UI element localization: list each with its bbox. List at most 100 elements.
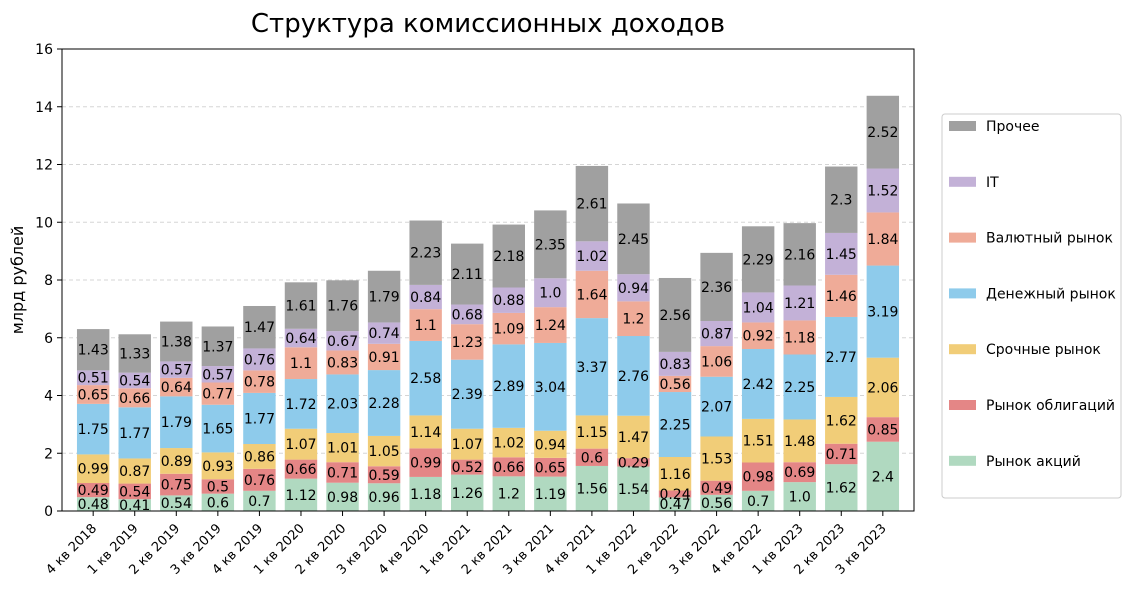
data-label: 2.39 [452, 387, 483, 403]
bar-segment [201, 452, 235, 480]
bar-segment [409, 309, 442, 341]
legend-label: Прочее [986, 119, 1039, 135]
data-label: 0.59 [369, 468, 400, 484]
bar-segment [658, 490, 692, 498]
bar-segment [534, 430, 567, 458]
data-label: 1.47 [618, 430, 649, 446]
bar-segment [700, 252, 733, 322]
data-label: 1.19 [535, 487, 566, 503]
data-label: 0.71 [327, 465, 358, 481]
data-label: 1.12 [285, 488, 316, 504]
data-label: 1.0 [789, 490, 811, 506]
bar-segment [492, 476, 525, 511]
data-label: 1.18 [410, 487, 441, 503]
legend-swatch [949, 344, 976, 355]
bar-segment [617, 458, 650, 467]
bar-value-labels: 0.480.490.991.750.650.511.430.410.540.87… [78, 125, 899, 514]
data-label: 0.5 [207, 479, 229, 495]
data-label: 0.66 [119, 391, 150, 407]
data-label: 3.19 [867, 305, 898, 321]
data-label: 1.65 [202, 422, 233, 438]
y-tick-label: 10 [35, 215, 53, 231]
data-label: 1.53 [701, 452, 732, 468]
bar-segment [76, 329, 110, 371]
data-label: 1.51 [743, 434, 774, 450]
bar-segment [118, 458, 151, 484]
bar-segment [160, 321, 193, 362]
data-label: 0.87 [701, 327, 732, 343]
data-label: 1.07 [452, 437, 483, 453]
data-label: 0.88 [493, 293, 524, 309]
bar-segment [118, 372, 151, 389]
bar-segment [118, 483, 151, 500]
bar-segment [575, 415, 609, 449]
bar-segment [451, 459, 484, 475]
data-label: 2.03 [327, 397, 358, 413]
y-axis: 0 2 4 6 8 10 12 14 16 [35, 42, 62, 520]
data-label: 1.1 [290, 356, 312, 372]
bar-segment [367, 270, 401, 323]
bar-segment [825, 232, 858, 275]
bar-segment [658, 277, 692, 352]
bar-segment [783, 354, 816, 420]
data-label: 2.18 [493, 249, 524, 265]
y-axis-label: млрд рублей [8, 226, 27, 335]
data-label: 0.75 [161, 478, 192, 494]
data-label: 1.1 [415, 318, 437, 334]
bar-segment [617, 203, 650, 275]
data-label: 1.46 [826, 289, 857, 305]
data-label: 1.52 [867, 183, 898, 199]
bar-segment [741, 226, 775, 293]
bar-segment [658, 457, 692, 491]
data-label: 1.45 [826, 247, 857, 263]
bar-segment [534, 307, 567, 343]
bar-segment [284, 347, 318, 380]
bar-segment [201, 366, 235, 383]
data-label: 1.76 [327, 299, 358, 315]
bar-segment [118, 334, 151, 373]
bars [76, 95, 900, 511]
y-tick-label: 8 [44, 273, 53, 289]
bar-segment [160, 473, 193, 496]
bar-segment [326, 374, 359, 434]
data-label: 0.99 [410, 456, 441, 472]
bar-segment [825, 464, 858, 511]
data-label: 2.16 [784, 247, 815, 263]
data-label: 2.35 [535, 237, 566, 253]
y-tick-label: 16 [35, 42, 53, 58]
bar-segment [409, 476, 442, 511]
data-label: 1.84 [867, 232, 898, 248]
bar-segment [201, 404, 235, 453]
bar-segment [326, 280, 359, 332]
data-label: 0.7 [248, 494, 270, 510]
legend-label: IT [986, 175, 999, 191]
bar-segment [492, 287, 525, 313]
bar-segment [825, 396, 858, 444]
data-label: 0.66 [493, 460, 524, 476]
bar-segment [367, 466, 401, 484]
data-label: 1.38 [161, 335, 192, 351]
data-label: 0.83 [659, 357, 690, 373]
bar-segment [409, 284, 442, 310]
bar-segment [326, 482, 359, 511]
data-label: 1.79 [369, 290, 400, 306]
bar-segment [284, 379, 318, 429]
bar-segment [201, 382, 235, 405]
bar-segment [367, 483, 401, 511]
data-label: 0.84 [410, 290, 441, 306]
bar-segment [658, 351, 692, 376]
legend: Прочее IT Валютный рынок Денежный рынок Сроч… [941, 113, 1122, 499]
bar-segment [451, 243, 484, 305]
data-label: 0.56 [659, 377, 690, 393]
bar-segment [160, 361, 193, 378]
data-label: 1.48 [784, 434, 815, 450]
bar-segment [741, 490, 775, 511]
bar-segment [118, 388, 151, 408]
bar-segment [658, 375, 692, 393]
data-label: 0.65 [535, 460, 566, 476]
bar-segment [575, 448, 609, 466]
data-label: 2.29 [743, 252, 774, 268]
bar-segment [866, 441, 900, 511]
data-label: 2.07 [701, 400, 732, 416]
bar-segment [409, 340, 442, 416]
